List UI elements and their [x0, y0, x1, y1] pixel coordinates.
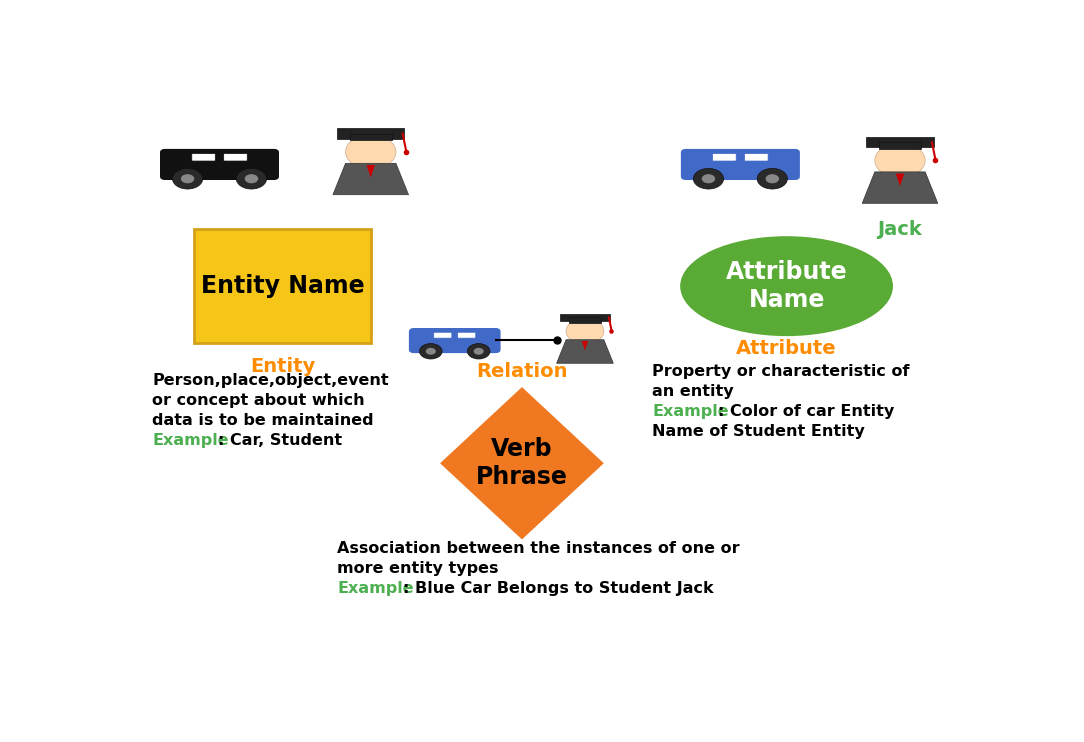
Text: Example: Example [653, 404, 728, 419]
FancyBboxPatch shape [866, 137, 933, 148]
FancyBboxPatch shape [350, 134, 391, 140]
Text: Example: Example [337, 582, 414, 597]
FancyBboxPatch shape [160, 150, 279, 180]
FancyBboxPatch shape [712, 154, 736, 161]
Circle shape [245, 174, 258, 183]
FancyBboxPatch shape [410, 329, 500, 352]
Polygon shape [333, 163, 409, 194]
Text: or concept about which: or concept about which [152, 393, 365, 408]
Circle shape [426, 348, 436, 355]
FancyBboxPatch shape [879, 142, 921, 149]
Circle shape [757, 168, 787, 189]
Polygon shape [862, 172, 938, 203]
Polygon shape [556, 340, 614, 364]
Circle shape [694, 168, 723, 189]
Text: data is to be maintained: data is to be maintained [152, 413, 374, 428]
Text: Association between the instances of one or: Association between the instances of one… [337, 542, 739, 556]
FancyBboxPatch shape [457, 332, 476, 338]
Text: Attribute
Name: Attribute Name [726, 260, 848, 312]
Text: Jack: Jack [878, 220, 922, 238]
Text: Attribute: Attribute [736, 340, 837, 358]
Text: Property or characteristic of: Property or characteristic of [653, 364, 909, 379]
Circle shape [474, 348, 483, 355]
Text: Entity Name: Entity Name [201, 274, 364, 298]
Circle shape [566, 318, 604, 344]
Text: Verb
Phrase: Verb Phrase [476, 437, 568, 489]
Text: : Car, Student: : Car, Student [218, 433, 341, 448]
Text: Example: Example [152, 433, 229, 448]
Text: Entity: Entity [250, 357, 315, 375]
Circle shape [346, 135, 396, 169]
Circle shape [701, 174, 715, 183]
Ellipse shape [682, 237, 892, 335]
FancyBboxPatch shape [559, 314, 610, 321]
Text: Person,place,object,event: Person,place,object,event [152, 373, 389, 388]
Polygon shape [178, 152, 261, 162]
FancyBboxPatch shape [223, 154, 247, 161]
Polygon shape [698, 152, 783, 162]
Circle shape [467, 344, 490, 359]
FancyBboxPatch shape [745, 154, 769, 161]
Text: : Color of car Entity: : Color of car Entity [718, 404, 894, 419]
Polygon shape [442, 389, 602, 537]
Polygon shape [366, 165, 375, 177]
Circle shape [765, 174, 779, 183]
Polygon shape [895, 174, 904, 186]
FancyBboxPatch shape [434, 332, 452, 338]
Text: more entity types: more entity types [337, 562, 499, 577]
FancyBboxPatch shape [192, 154, 216, 161]
Circle shape [420, 344, 442, 359]
FancyBboxPatch shape [682, 150, 799, 180]
Polygon shape [582, 341, 589, 350]
Circle shape [875, 143, 926, 177]
Circle shape [172, 168, 203, 189]
Polygon shape [423, 332, 487, 338]
Text: Relation: Relation [476, 362, 568, 381]
FancyBboxPatch shape [194, 229, 371, 344]
Circle shape [236, 168, 267, 189]
Circle shape [181, 174, 194, 183]
Text: an entity: an entity [653, 384, 734, 399]
FancyBboxPatch shape [337, 128, 404, 139]
FancyBboxPatch shape [569, 318, 601, 323]
Text: : Blue Car Belongs to Student Jack: : Blue Car Belongs to Student Jack [402, 582, 713, 597]
Text: Name of Student Entity: Name of Student Entity [653, 424, 865, 439]
